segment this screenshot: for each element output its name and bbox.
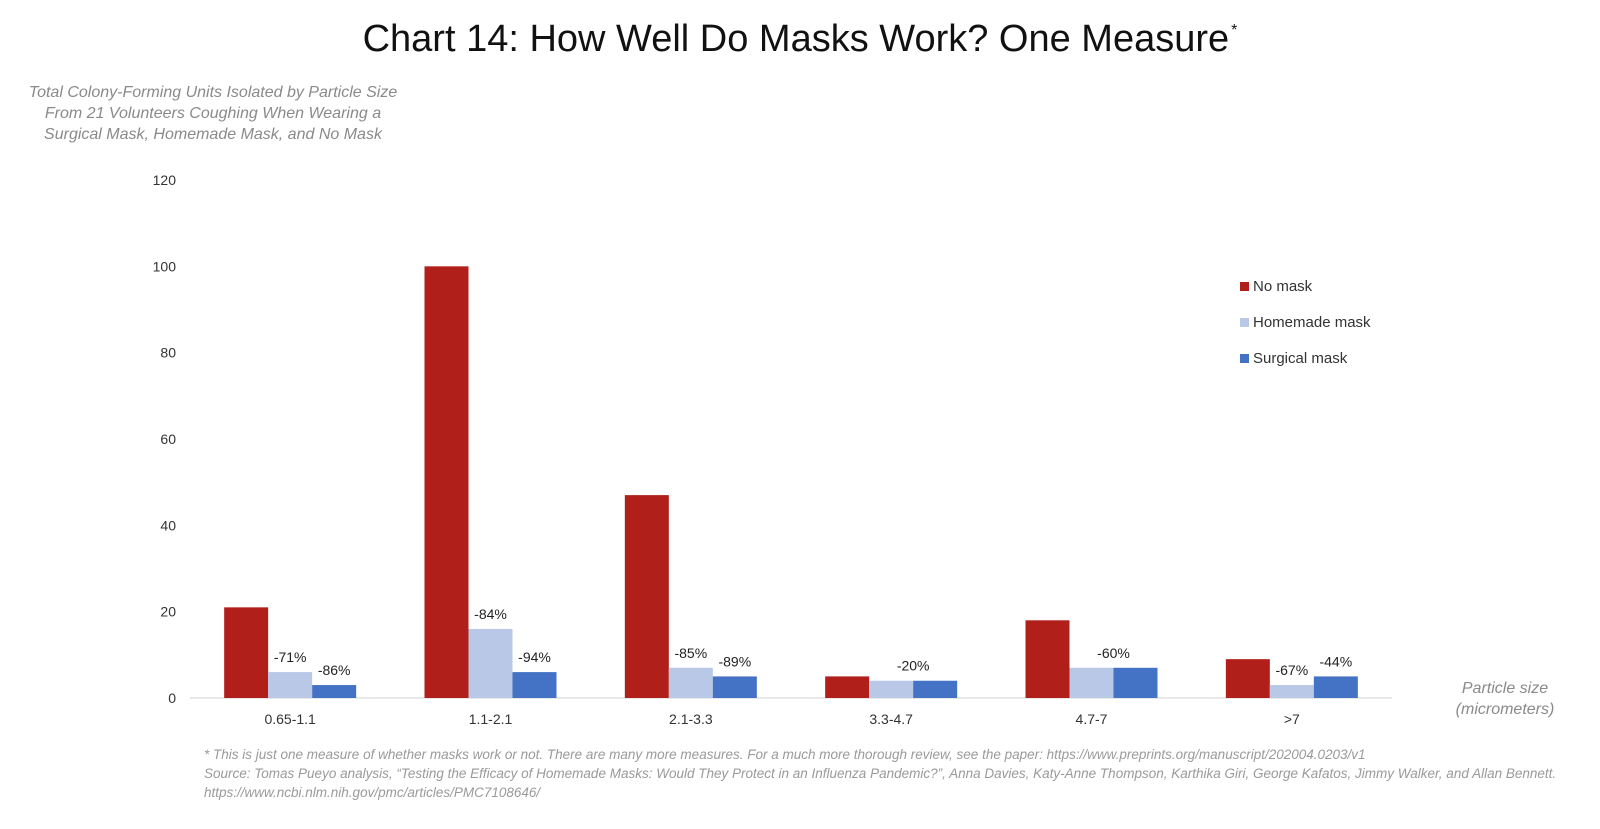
data-label: -89% [718,653,751,669]
x-tick-label: 3.3-4.7 [869,711,913,727]
bar-homemade-mask [668,667,713,698]
bar-no-mask [825,676,870,698]
y-axis-label: Total Colony-Forming Units Isolated by P… [28,84,398,143]
legend-label: Homemade mask [1253,314,1371,331]
bar-no-mask [1225,659,1270,698]
y-tick-label: 20 [160,604,176,620]
bar-homemade-mask [1269,685,1314,698]
data-label: -86% [318,662,351,678]
legend-swatch [1240,354,1249,363]
x-axis-label: Particle size (micrometers) [1455,680,1555,718]
bar-no-mask [1025,620,1070,698]
bar-surgical-mask [1313,676,1358,698]
y-tick-label: 80 [160,345,176,361]
bar-homemade-mask [869,680,914,698]
bar-surgical-mask [1113,667,1158,698]
legend-swatch [1240,318,1249,327]
bar-no-mask [424,266,469,698]
footnotes: * This is just one measure of whether ma… [204,745,1574,802]
bar-no-mask [624,495,669,698]
y-tick-label: 60 [160,431,176,447]
x-tick-label: >7 [1284,711,1300,727]
title-asterisk: * [1231,22,1238,39]
x-tick-label: 4.7-7 [1076,711,1108,727]
bar-homemade-mask [268,672,313,698]
data-label: -84% [474,606,507,622]
bar-homemade-mask [1069,667,1114,698]
group-data-label: -60% [1097,645,1130,661]
footnote-disclaimer: * This is just one measure of whether ma… [204,747,1366,762]
legend-label: Surgical mask [1253,350,1348,367]
data-label: -85% [674,645,707,661]
data-label: -94% [518,649,551,665]
y-tick-label: 0 [168,690,176,706]
y-tick-label: 40 [160,517,176,533]
bar-no-mask [224,607,269,698]
bar-surgical-mask [913,680,958,698]
chart-title: Chart 14: How Well Do Masks Work? One Me… [362,18,1238,60]
data-label: -71% [274,649,307,665]
legend-label: No mask [1253,278,1313,295]
data-label: -44% [1319,653,1352,669]
x-tick-label: 1.1-2.1 [469,711,513,727]
bar-surgical-mask [312,685,357,698]
x-tick-label: 2.1-3.3 [669,711,713,727]
legend-swatch [1240,282,1249,291]
bar-homemade-mask [468,628,513,698]
data-label: -67% [1275,662,1308,678]
group-data-label: -20% [897,658,930,674]
y-tick-label: 120 [153,172,177,188]
x-tick-label: 0.65-1.1 [264,711,316,727]
bar-chart: 0 20 40 60 80 100 120 -71% -86% 0.65-1.1 -84% -94% 1… [153,172,1392,727]
bar-surgical-mask [512,672,557,698]
footnote-source: Source: Tomas Pueyo analysis, “Testing t… [204,766,1557,800]
y-tick-label: 100 [153,258,177,274]
bar-surgical-mask [712,676,757,698]
